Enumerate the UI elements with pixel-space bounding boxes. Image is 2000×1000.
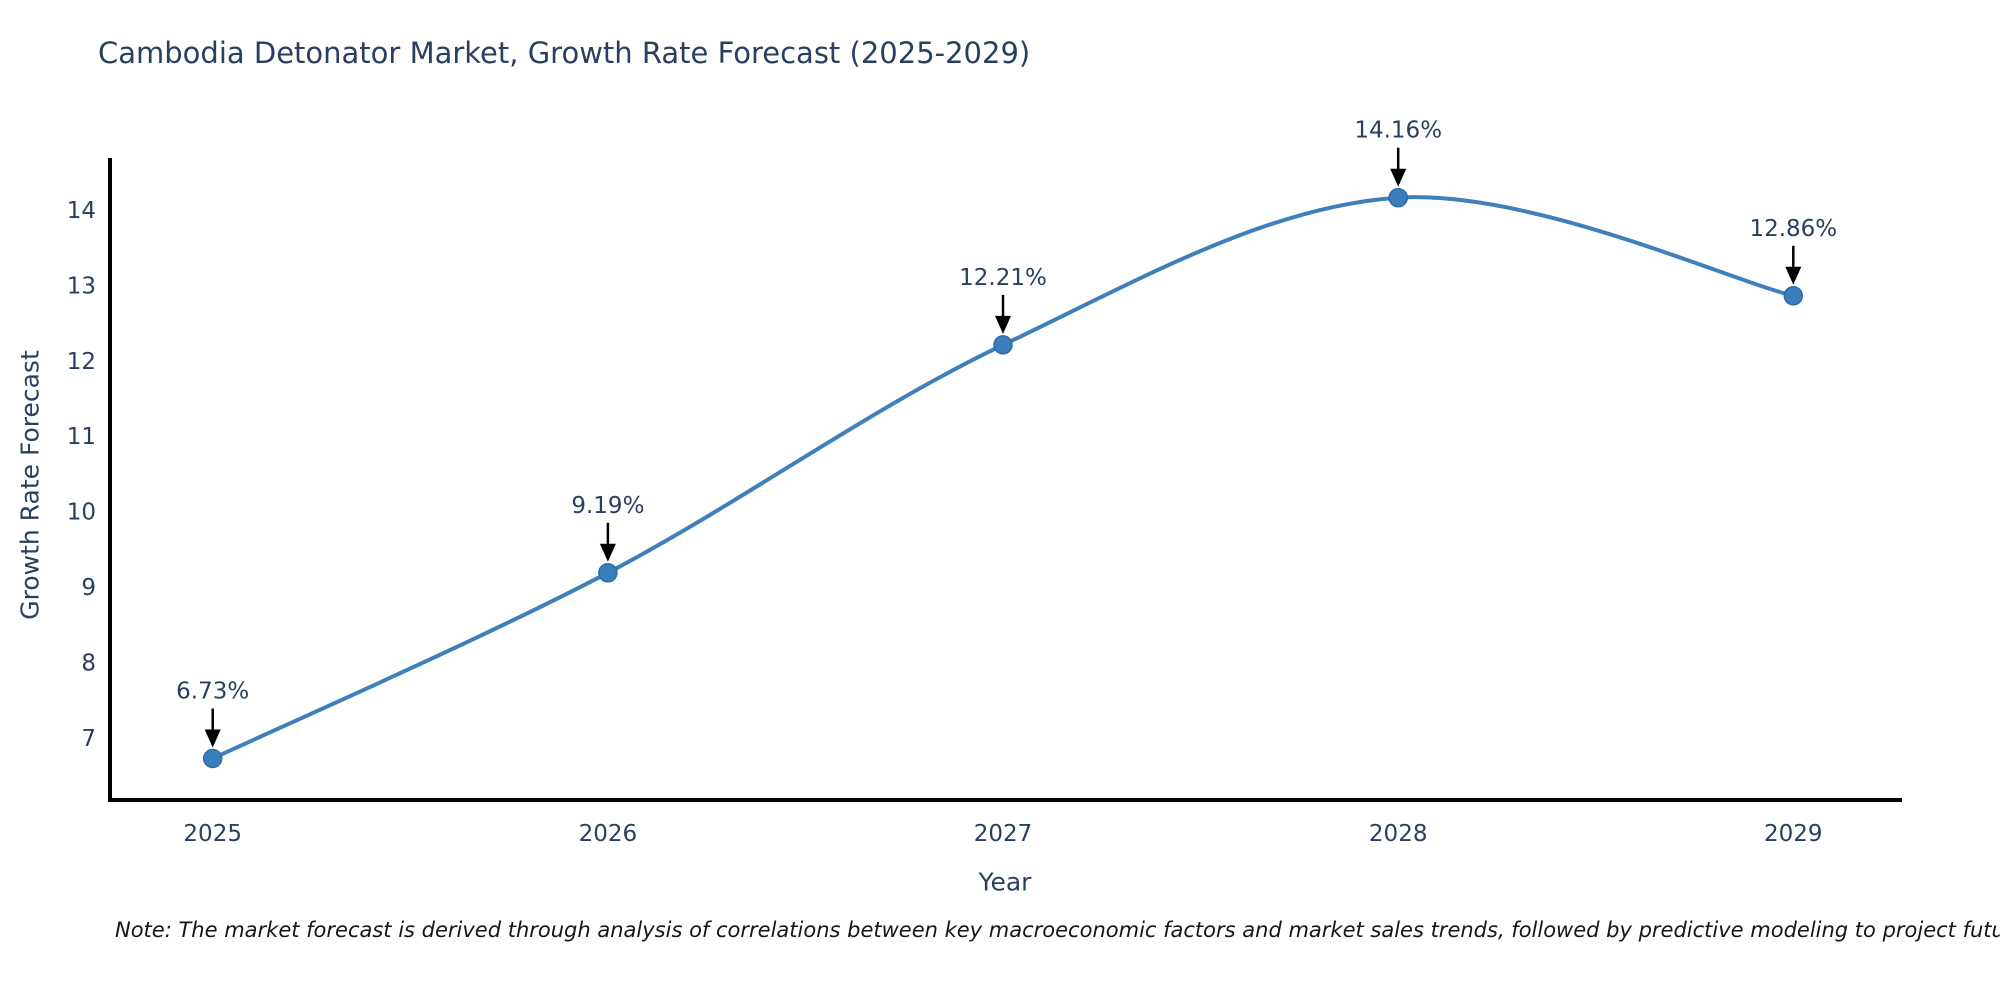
data-point-2027 bbox=[993, 335, 1013, 355]
y-tick-label: 9 bbox=[81, 575, 96, 601]
point-label: 9.19% bbox=[571, 493, 644, 519]
y-tick-label: 7 bbox=[81, 726, 96, 752]
data-point-2025 bbox=[202, 748, 223, 769]
x-tick-label: 2028 bbox=[1369, 821, 1428, 847]
annotation-arrow-head bbox=[204, 729, 221, 748]
annotation-arrow-head bbox=[1390, 168, 1407, 187]
y-axis-title: Growth Rate Forecast bbox=[15, 350, 45, 620]
point-label: 12.86% bbox=[1749, 216, 1837, 242]
data-point-2026 bbox=[598, 563, 618, 583]
x-tick-label: 2026 bbox=[579, 821, 638, 847]
point-label: 6.73% bbox=[176, 679, 249, 705]
chart-title: Cambodia Detonator Market, Growth Rate F… bbox=[98, 36, 1031, 70]
annotation-arrow-head bbox=[599, 543, 616, 562]
data-point-2029 bbox=[1783, 286, 1804, 306]
x-tick-label: 2025 bbox=[183, 821, 242, 847]
x-axis-title: Year bbox=[978, 867, 1032, 897]
y-tick-label: 8 bbox=[81, 651, 96, 677]
y-tick-label: 11 bbox=[67, 424, 96, 450]
annotation-arrow-head bbox=[1785, 266, 1802, 285]
y-tick-label: 12 bbox=[67, 349, 96, 375]
annotation-arrow-head bbox=[995, 315, 1011, 334]
y-tick-label: 13 bbox=[67, 273, 96, 299]
x-tick-label: 2027 bbox=[974, 821, 1033, 847]
point-label: 12.21% bbox=[959, 265, 1047, 291]
point-label: 14.16% bbox=[1354, 118, 1442, 144]
y-tick-label: 14 bbox=[67, 198, 96, 224]
data-point-2028 bbox=[1388, 187, 1408, 208]
x-tick-label: 2029 bbox=[1764, 821, 1823, 847]
footnote: Note: The market forecast is derived thr… bbox=[115, 918, 2000, 942]
y-tick-label: 10 bbox=[67, 500, 96, 526]
axis-spines bbox=[108, 158, 1902, 802]
